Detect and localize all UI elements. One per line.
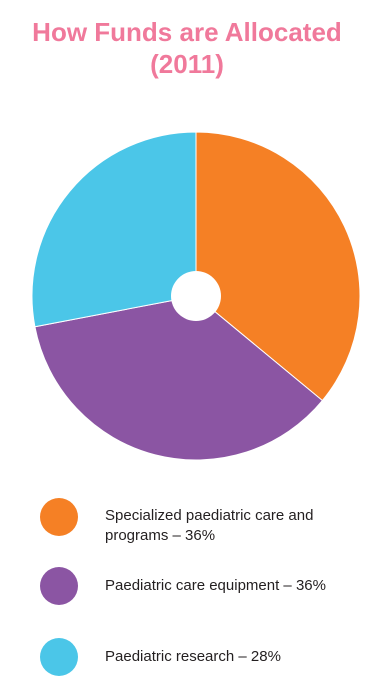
pie-slice-specialized-care [195,131,361,402]
donut-hole [171,271,221,321]
pie-slice-care-equipment [34,295,324,461]
chart-title: How Funds are Allocated (2011) [0,16,374,80]
pie-slice-research [31,131,197,328]
chart-title-line-1: How Funds are Allocated [32,17,342,47]
chart-title-line-2: (2011) [150,49,224,79]
